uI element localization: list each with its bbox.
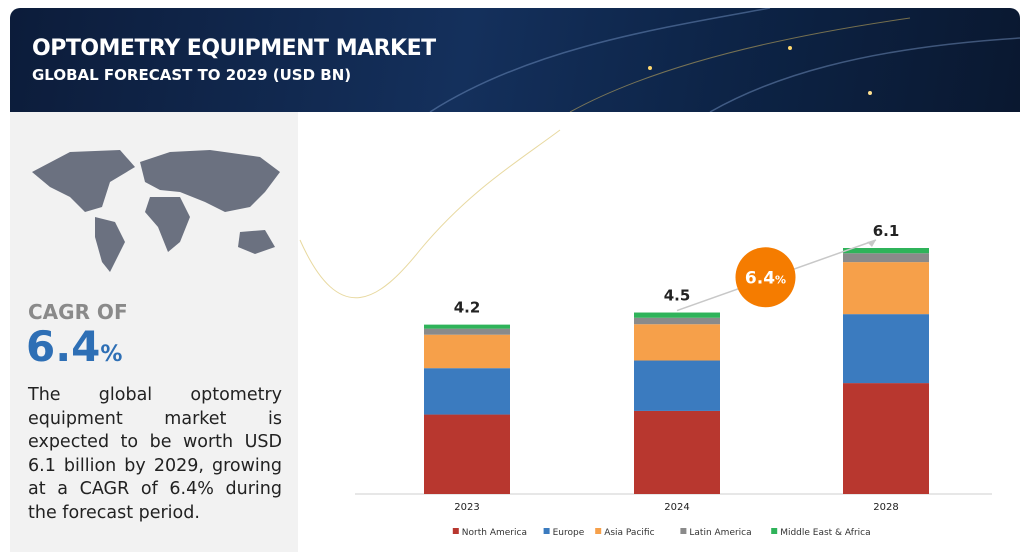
cagr-badge-unit: % — [775, 273, 786, 286]
bar-segment — [634, 360, 720, 411]
bar-segment — [634, 410, 720, 494]
legend-swatch — [680, 528, 687, 534]
bar-segment — [843, 314, 929, 384]
bar-segment — [424, 324, 510, 329]
bar-segment — [843, 253, 929, 263]
cagr-label: CAGR OF — [28, 300, 128, 324]
total-label: 4.2 — [454, 299, 481, 317]
bar-segment — [843, 262, 929, 315]
bar-segment — [634, 317, 720, 325]
header-decoration — [429, 8, 1020, 112]
bar-segment — [424, 368, 510, 415]
x-tick-label: 2024 — [664, 502, 689, 513]
legend-label: Europe — [553, 528, 585, 538]
total-label: 6.1 — [873, 222, 900, 240]
cagr-unit: % — [100, 342, 123, 367]
bar-segment — [843, 248, 929, 254]
legend-label: Middle East & Africa — [780, 528, 870, 538]
cagr-value: 6.4% — [26, 322, 122, 371]
bar-segment — [424, 334, 510, 369]
legend-swatch — [771, 528, 778, 534]
summary-text: The global optometry equipment market is… — [28, 385, 282, 523]
summary-panel — [10, 112, 298, 552]
legend-label: Latin America — [689, 528, 751, 538]
bar-segment — [424, 328, 510, 335]
cagr-badge-text: 6.4% — [745, 268, 786, 288]
legend-swatch — [452, 528, 459, 534]
cagr-badge-value: 6.4 — [745, 268, 775, 288]
legend-swatch — [595, 528, 602, 534]
total-label: 4.5 — [664, 287, 691, 305]
cagr-number: 6.4 — [26, 322, 101, 371]
legend-label: North America — [462, 528, 527, 538]
bar-segment — [634, 312, 720, 318]
title: OPTOMETRY EQUIPMENT MARKET — [32, 36, 436, 61]
bar-segment — [634, 324, 720, 361]
header — [10, 8, 1020, 112]
x-tick-label: 2023 — [454, 502, 479, 513]
subtitle: GLOBAL FORECAST TO 2029 (USD BN) — [32, 66, 352, 84]
legend-swatch — [543, 528, 550, 534]
cagr-badge — [735, 247, 796, 308]
x-tick-label: 2028 — [873, 502, 898, 513]
bar-segment — [424, 414, 510, 494]
bar-segment — [843, 383, 929, 494]
legend-label: Asia Pacific — [604, 528, 654, 538]
world-map — [32, 150, 280, 272]
arrow-head — [867, 240, 876, 247]
